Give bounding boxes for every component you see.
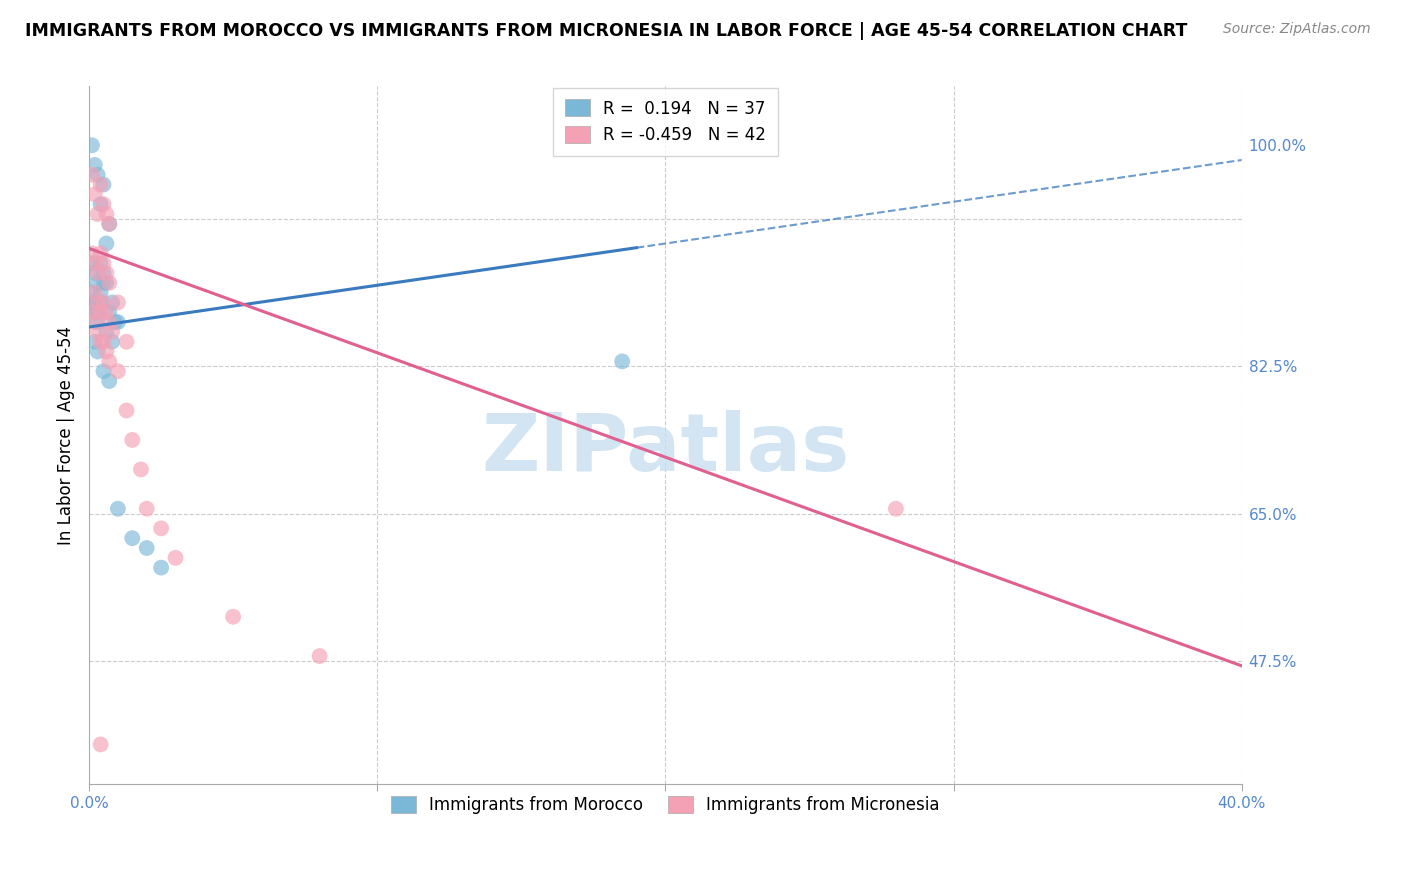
- Y-axis label: In Labor Force | Age 45-54: In Labor Force | Age 45-54: [58, 326, 75, 544]
- Point: [83, 158, 105, 172]
- Point: [90, 334, 112, 349]
- Point: [129, 462, 152, 476]
- Point: [107, 295, 129, 310]
- Point: [107, 501, 129, 516]
- Point: [80, 256, 103, 270]
- Point: [612, 354, 634, 368]
- Point: [80, 295, 103, 310]
- Point: [98, 354, 121, 368]
- Point: [93, 256, 115, 270]
- Point: [135, 541, 157, 555]
- Point: [83, 285, 105, 300]
- Point: [135, 501, 157, 516]
- Point: [90, 295, 112, 310]
- Point: [93, 266, 115, 280]
- Point: [80, 285, 103, 300]
- Point: [83, 266, 105, 280]
- Point: [93, 197, 115, 211]
- Point: [86, 168, 108, 182]
- Point: [121, 433, 143, 447]
- Point: [98, 217, 121, 231]
- Point: [115, 403, 138, 417]
- Point: [98, 217, 121, 231]
- Point: [150, 521, 173, 535]
- Point: [104, 315, 127, 329]
- Point: [86, 266, 108, 280]
- Point: [90, 178, 112, 192]
- Point: [86, 344, 108, 359]
- Point: [98, 315, 121, 329]
- Legend: Immigrants from Morocco, Immigrants from Micronesia: Immigrants from Morocco, Immigrants from…: [381, 786, 950, 824]
- Point: [884, 501, 907, 516]
- Point: [83, 334, 105, 349]
- Point: [93, 178, 115, 192]
- Point: [83, 187, 105, 202]
- Point: [101, 334, 124, 349]
- Point: [101, 325, 124, 339]
- Point: [83, 315, 105, 329]
- Point: [98, 276, 121, 290]
- Point: [96, 325, 118, 339]
- Point: [93, 334, 115, 349]
- Point: [86, 325, 108, 339]
- Point: [96, 276, 118, 290]
- Point: [93, 276, 115, 290]
- Point: [96, 266, 118, 280]
- Point: [96, 344, 118, 359]
- Point: [308, 648, 330, 663]
- Point: [90, 285, 112, 300]
- Point: [121, 531, 143, 545]
- Point: [222, 609, 245, 624]
- Point: [96, 305, 118, 319]
- Point: [90, 256, 112, 270]
- Point: [107, 315, 129, 329]
- Point: [96, 236, 118, 251]
- Point: [150, 560, 173, 574]
- Point: [80, 246, 103, 260]
- Point: [90, 197, 112, 211]
- Point: [83, 295, 105, 310]
- Point: [86, 295, 108, 310]
- Point: [96, 207, 118, 221]
- Text: Source: ZipAtlas.com: Source: ZipAtlas.com: [1223, 22, 1371, 37]
- Point: [86, 305, 108, 319]
- Point: [90, 305, 112, 319]
- Point: [86, 315, 108, 329]
- Point: [93, 364, 115, 378]
- Point: [101, 295, 124, 310]
- Point: [83, 305, 105, 319]
- Point: [83, 256, 105, 270]
- Point: [90, 246, 112, 260]
- Point: [93, 295, 115, 310]
- Point: [107, 364, 129, 378]
- Point: [80, 168, 103, 182]
- Point: [98, 305, 121, 319]
- Point: [101, 787, 124, 801]
- Text: IMMIGRANTS FROM MOROCCO VS IMMIGRANTS FROM MICRONESIA IN LABOR FORCE | AGE 45-54: IMMIGRANTS FROM MOROCCO VS IMMIGRANTS FR…: [25, 22, 1188, 40]
- Point: [80, 305, 103, 319]
- Point: [86, 207, 108, 221]
- Text: ZIPatlas: ZIPatlas: [481, 410, 849, 488]
- Point: [80, 138, 103, 153]
- Point: [86, 276, 108, 290]
- Point: [165, 550, 187, 565]
- Point: [115, 334, 138, 349]
- Point: [98, 374, 121, 388]
- Point: [90, 738, 112, 752]
